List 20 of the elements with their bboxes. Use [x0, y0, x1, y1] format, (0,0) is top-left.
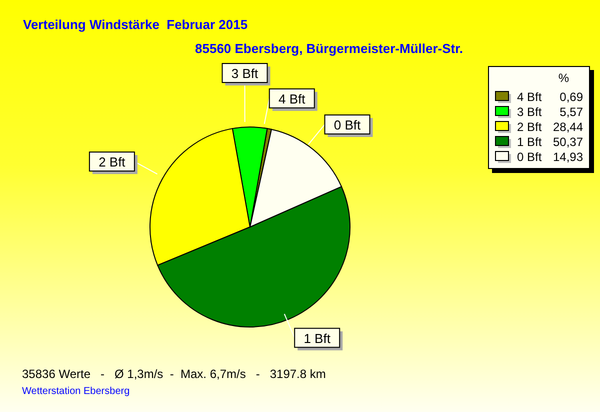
- legend-label: 1 Bft: [517, 134, 543, 148]
- legend-label: 4 Bft: [517, 90, 543, 104]
- legend-label: 2 Bft: [517, 120, 543, 134]
- legend-title: %: [557, 71, 570, 87]
- data-label: 28,44: [552, 120, 583, 134]
- data-label: 5,57: [558, 104, 583, 118]
- chart-title: Verteilung Windstärke Februar 2015: [23, 17, 248, 32]
- legend-label: 0 Bft: [517, 150, 543, 164]
- legend-label: 3 Bft: [517, 104, 543, 118]
- data-label: 0,69: [558, 90, 583, 104]
- slice-label: 2 Bft: [98, 154, 126, 170]
- data-label: 50,37: [552, 134, 583, 148]
- text: Wetterstation Ebersberg: [22, 386, 130, 397]
- text: 35836 Werte - Ø 1,3m/s - Max. 6,7m/s - 3197.8 km: [22, 367, 326, 381]
- slice-label: 4 Bft: [278, 91, 306, 106]
- slice-label: 3 Bft: [231, 66, 259, 81]
- slice-label: 0 Bft: [334, 117, 362, 132]
- data-label: 14,93: [552, 150, 583, 164]
- chart-subtitle: 85560 Ebersberg, Bürgermeister-Müller-Str.: [195, 41, 464, 56]
- slice-label: 1 Bft: [304, 330, 331, 346]
